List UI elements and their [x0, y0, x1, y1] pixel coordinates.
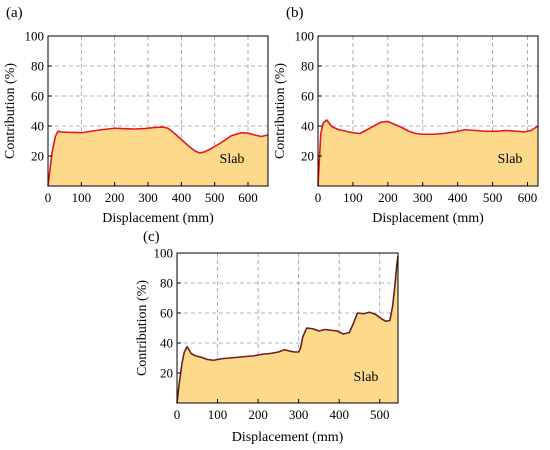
panel-c-xtick-label: 100	[208, 407, 228, 422]
panel-c-plot-frame	[176, 252, 399, 404]
panel-c-area	[177, 256, 398, 403]
panel-c-label: (c)	[143, 229, 160, 245]
panel-a-series-line	[47, 126, 269, 187]
panel-b-xlabel: Displacement (mm)	[372, 211, 484, 226]
panel-c-xtick-label: 200	[248, 407, 268, 422]
panel-b-ylabel: Contribution (%)	[273, 63, 288, 159]
panel-a-xtick-label: 300	[138, 190, 158, 205]
panel-b-label: (b)	[286, 5, 304, 21]
panel-b-xtick-label: 300	[413, 190, 433, 205]
panel-b-xtick-label: 0	[315, 190, 322, 205]
panel-b-ytick-label: 100	[295, 29, 315, 44]
panel-a-xtick-label: 600	[238, 190, 258, 205]
panel-a-ylabel: Contribution (%)	[3, 63, 18, 159]
panel-a-area	[48, 127, 268, 186]
panel-b-xtick-label: 600	[518, 190, 538, 205]
panel-a-label: (a)	[6, 5, 23, 21]
panel-c-ytick-label: 40	[160, 336, 173, 351]
panel-a-xtick-label: 0	[45, 190, 52, 205]
panel-c-xtick-label: 0	[174, 407, 181, 422]
panel-b-xtick-label: 100	[343, 190, 363, 205]
panel-a-ytick-label: 60	[31, 89, 44, 104]
panel-b-ytick-label: 40	[301, 119, 314, 134]
panel-a-ytick-label: 20	[31, 149, 44, 164]
panel-a-xtick-label: 200	[105, 190, 125, 205]
panel-b-xtick-label: 400	[448, 190, 468, 205]
panel-c-ytick-label: 20	[160, 366, 173, 381]
panel-b-ytick-label: 20	[301, 149, 314, 164]
panel-c-xtick-label: 500	[370, 407, 390, 422]
panel-c-xlabel: Displacement (mm)	[232, 430, 344, 445]
panel-c-annotation: Slab	[354, 370, 379, 385]
panel-b-xtick-label: 500	[483, 190, 503, 205]
panel-a: 0 100 200 300 400 500 600 20 40 60 80 100 Displaceme…	[3, 5, 269, 226]
panel-b-ytick-label: 80	[301, 59, 314, 74]
panel-a-ytick-label: 100	[25, 29, 45, 44]
panel-a-ytick-label: 80	[31, 59, 44, 74]
panel-a-xtick-label: 100	[72, 190, 92, 205]
panel-a-xtick-label: 500	[205, 190, 225, 205]
panel-c-ytick-label: 80	[160, 276, 173, 291]
panel-b-series-line	[317, 119, 539, 187]
panel-c-ylabel: Contribution (%)	[135, 280, 150, 376]
panel-b-xtick-label: 200	[378, 190, 398, 205]
panel-c-series-line	[176, 255, 399, 404]
panel-c: 0 100 200 300 400 500 20 40 60 80 100 Displacement …	[135, 229, 399, 445]
panel-a-xlabel: Displacement (mm)	[102, 211, 214, 226]
panel-c-xtick-label: 300	[289, 407, 309, 422]
panel-b-ytick-label: 60	[301, 89, 314, 104]
panel-a-xtick-label: 400	[172, 190, 192, 205]
panel-b-plot-frame	[317, 35, 539, 187]
panel-b-annotation: Slab	[498, 152, 523, 167]
panel-c-ytick-label: 60	[160, 306, 173, 321]
panel-a-plot-frame	[47, 35, 269, 187]
panel-b: 0 100 200 300 400 500 600 20 40 60 80 100 Displaceme…	[273, 5, 539, 226]
panel-c-ytick-label: 100	[154, 246, 174, 261]
panel-a-annotation: Slab	[220, 152, 245, 167]
panel-a-ytick-label: 40	[31, 119, 44, 134]
panel-b-area	[318, 120, 538, 186]
panel-c-xtick-label: 400	[329, 407, 349, 422]
